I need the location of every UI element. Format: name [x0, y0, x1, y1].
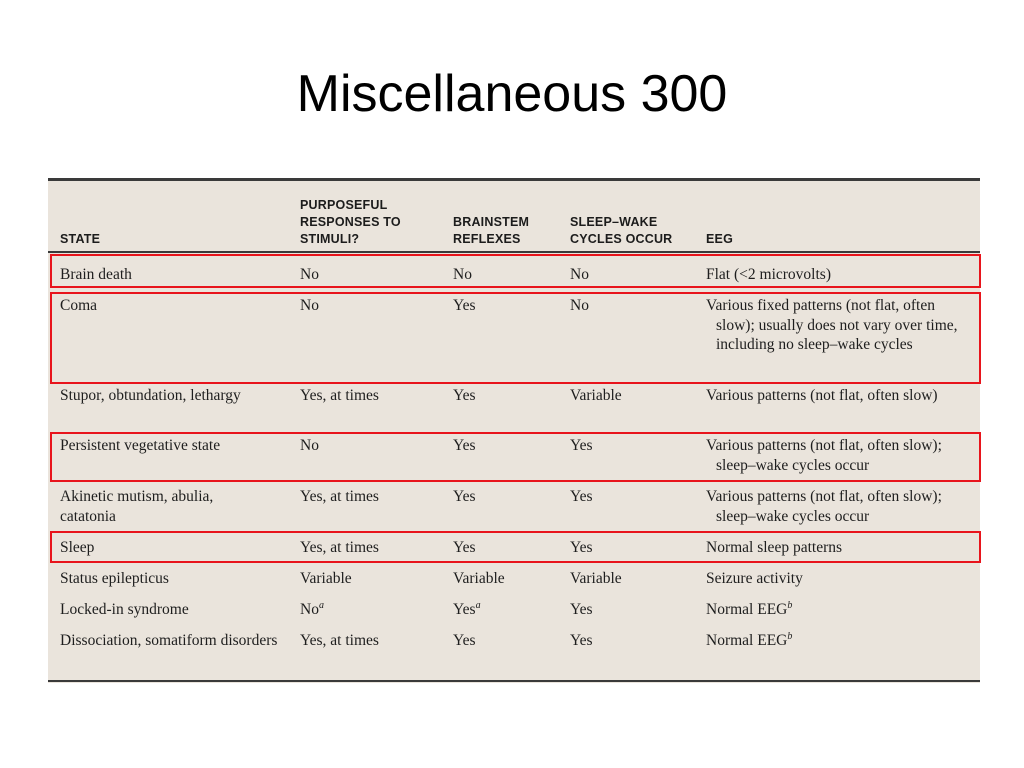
- row-brain-death-purposeful: No: [300, 266, 319, 283]
- footnote-marker: b: [787, 599, 793, 611]
- header-state: STATE: [60, 232, 101, 246]
- row-status-epilepticus-eeg: Seizure activity: [706, 570, 803, 587]
- row-locked-in-purposeful: Noa: [300, 599, 324, 618]
- row-sleep-brainstem: Yes: [453, 539, 476, 556]
- row-sleep-state: Sleep: [60, 539, 95, 556]
- row-dissociation-purposeful: Yes, at times: [300, 632, 379, 649]
- header-eeg: EEG: [706, 232, 733, 246]
- row-vegetative-eeg: Various patterns (not flat, often slow);…: [706, 437, 942, 474]
- row-locked-in-eeg: Normal EEGb: [706, 599, 793, 618]
- row-akinetic-sleep-wake: Yes: [570, 488, 593, 505]
- slide-title: Miscellaneous 300: [296, 65, 728, 123]
- row-akinetic-state: Akinetic mutism, abulia, catatonia: [60, 488, 214, 525]
- row-dissociation-sleep-wake: Yes: [570, 632, 593, 649]
- row-coma-purposeful: No: [300, 297, 319, 314]
- row-stupor-sleep-wake: Variable: [570, 387, 622, 404]
- row-dissociation-state: Dissociation, somatiform disorders: [60, 632, 278, 649]
- row-vegetative-sleep-wake: Yes: [570, 437, 593, 454]
- highlight-box-vegetative: [50, 432, 981, 482]
- row-stupor-purposeful: Yes, at times: [300, 387, 379, 404]
- row-vegetative-state: Persistent vegetative state: [60, 437, 221, 454]
- table-header-rule: [48, 251, 980, 253]
- footnote-marker: a: [475, 599, 481, 611]
- highlight-box-coma: [50, 292, 981, 384]
- row-sleep-sleep-wake: Yes: [570, 539, 593, 556]
- row-status-epilepticus-state: Status epilepticus: [60, 570, 169, 587]
- row-status-epilepticus-brainstem: Variable: [453, 570, 505, 587]
- header-sleep-wake: SLEEP–WAKE CYCLES OCCUR: [570, 215, 673, 246]
- row-brain-death-sleep-wake: No: [570, 266, 589, 283]
- row-locked-in-sleep-wake: Yes: [570, 601, 593, 618]
- row-brain-death-eeg: Flat (<2 microvolts): [706, 266, 831, 283]
- row-status-epilepticus-sleep-wake: Variable: [570, 570, 622, 587]
- row-status-epilepticus-purposeful: Variable: [300, 570, 352, 587]
- row-sleep-purposeful: Yes, at times: [300, 539, 379, 556]
- row-stupor-brainstem: Yes: [453, 387, 476, 404]
- row-coma-eeg: Various fixed patterns (not flat, often …: [706, 297, 958, 353]
- row-coma-sleep-wake: No: [570, 297, 589, 314]
- row-locked-in-state: Locked-in syndrome: [60, 601, 189, 618]
- row-brain-death-brainstem: No: [453, 266, 472, 283]
- table-top-rule: [48, 178, 980, 181]
- table-bottom-rule: [48, 680, 980, 682]
- row-vegetative-brainstem: Yes: [453, 437, 476, 454]
- footnote-marker: b: [787, 630, 793, 642]
- row-stupor-state: Stupor, obtundation, lethargy: [60, 387, 241, 404]
- row-vegetative-purposeful: No: [300, 437, 319, 454]
- footnote-marker: a: [318, 599, 324, 611]
- row-brain-death-state: Brain death: [60, 266, 132, 283]
- highlight-box-sleep: [50, 531, 981, 563]
- row-dissociation-brainstem: Yes: [453, 632, 476, 649]
- row-akinetic-brainstem: Yes: [453, 488, 476, 505]
- highlight-box-brain-death: [50, 254, 981, 288]
- row-coma-state: Coma: [60, 297, 98, 314]
- header-brainstem-reflexes: BRAINSTEM REFLEXES: [453, 215, 530, 246]
- row-coma-brainstem: Yes: [453, 297, 476, 314]
- header-purposeful-responses: PURPOSEFUL RESPONSES TO STIMULI?: [300, 198, 401, 246]
- comparison-table: STATE PURPOSEFUL RESPONSES TO STIMULI? B…: [48, 178, 980, 683]
- row-akinetic-purposeful: Yes, at times: [300, 488, 379, 505]
- row-locked-in-brainstem: Yesa: [453, 599, 481, 618]
- row-sleep-eeg: Normal sleep patterns: [706, 539, 843, 556]
- row-dissociation-eeg: Normal EEGb: [706, 630, 793, 649]
- row-akinetic-eeg: Various patterns (not flat, often slow);…: [706, 488, 942, 525]
- row-stupor-eeg: Various patterns (not flat, often slow): [706, 387, 938, 404]
